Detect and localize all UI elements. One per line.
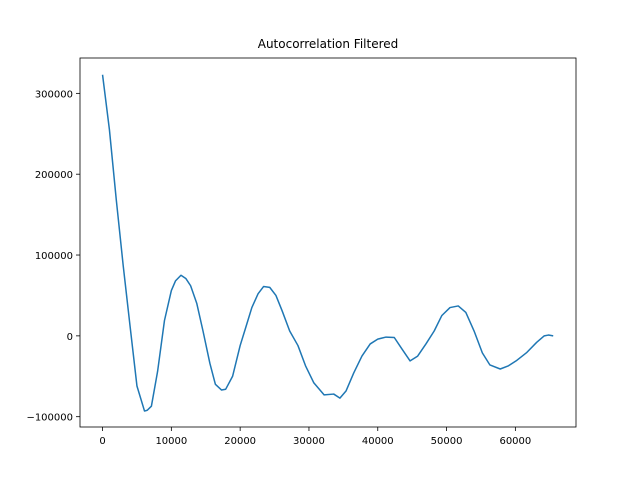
x-tick-label: 20000 xyxy=(224,436,256,447)
y-tick-label: 200000 xyxy=(35,170,73,181)
chart-title: Autocorrelation Filtered xyxy=(258,37,399,51)
y-tick-label: 300000 xyxy=(35,89,73,100)
y-tick-label: −100000 xyxy=(26,413,73,424)
line xyxy=(101,74,554,412)
y-tick-label: 0 xyxy=(67,332,73,343)
y-tick-label: 100000 xyxy=(35,251,73,262)
x-tick-label: 50000 xyxy=(431,436,463,447)
x-tick-label: 30000 xyxy=(293,436,325,447)
plot-frame xyxy=(79,57,577,428)
x-tick-label: 40000 xyxy=(362,436,394,447)
x-tick-label: 10000 xyxy=(155,436,187,447)
x-tick-label: 0 xyxy=(99,436,105,447)
x-tick-label: 60000 xyxy=(499,436,531,447)
